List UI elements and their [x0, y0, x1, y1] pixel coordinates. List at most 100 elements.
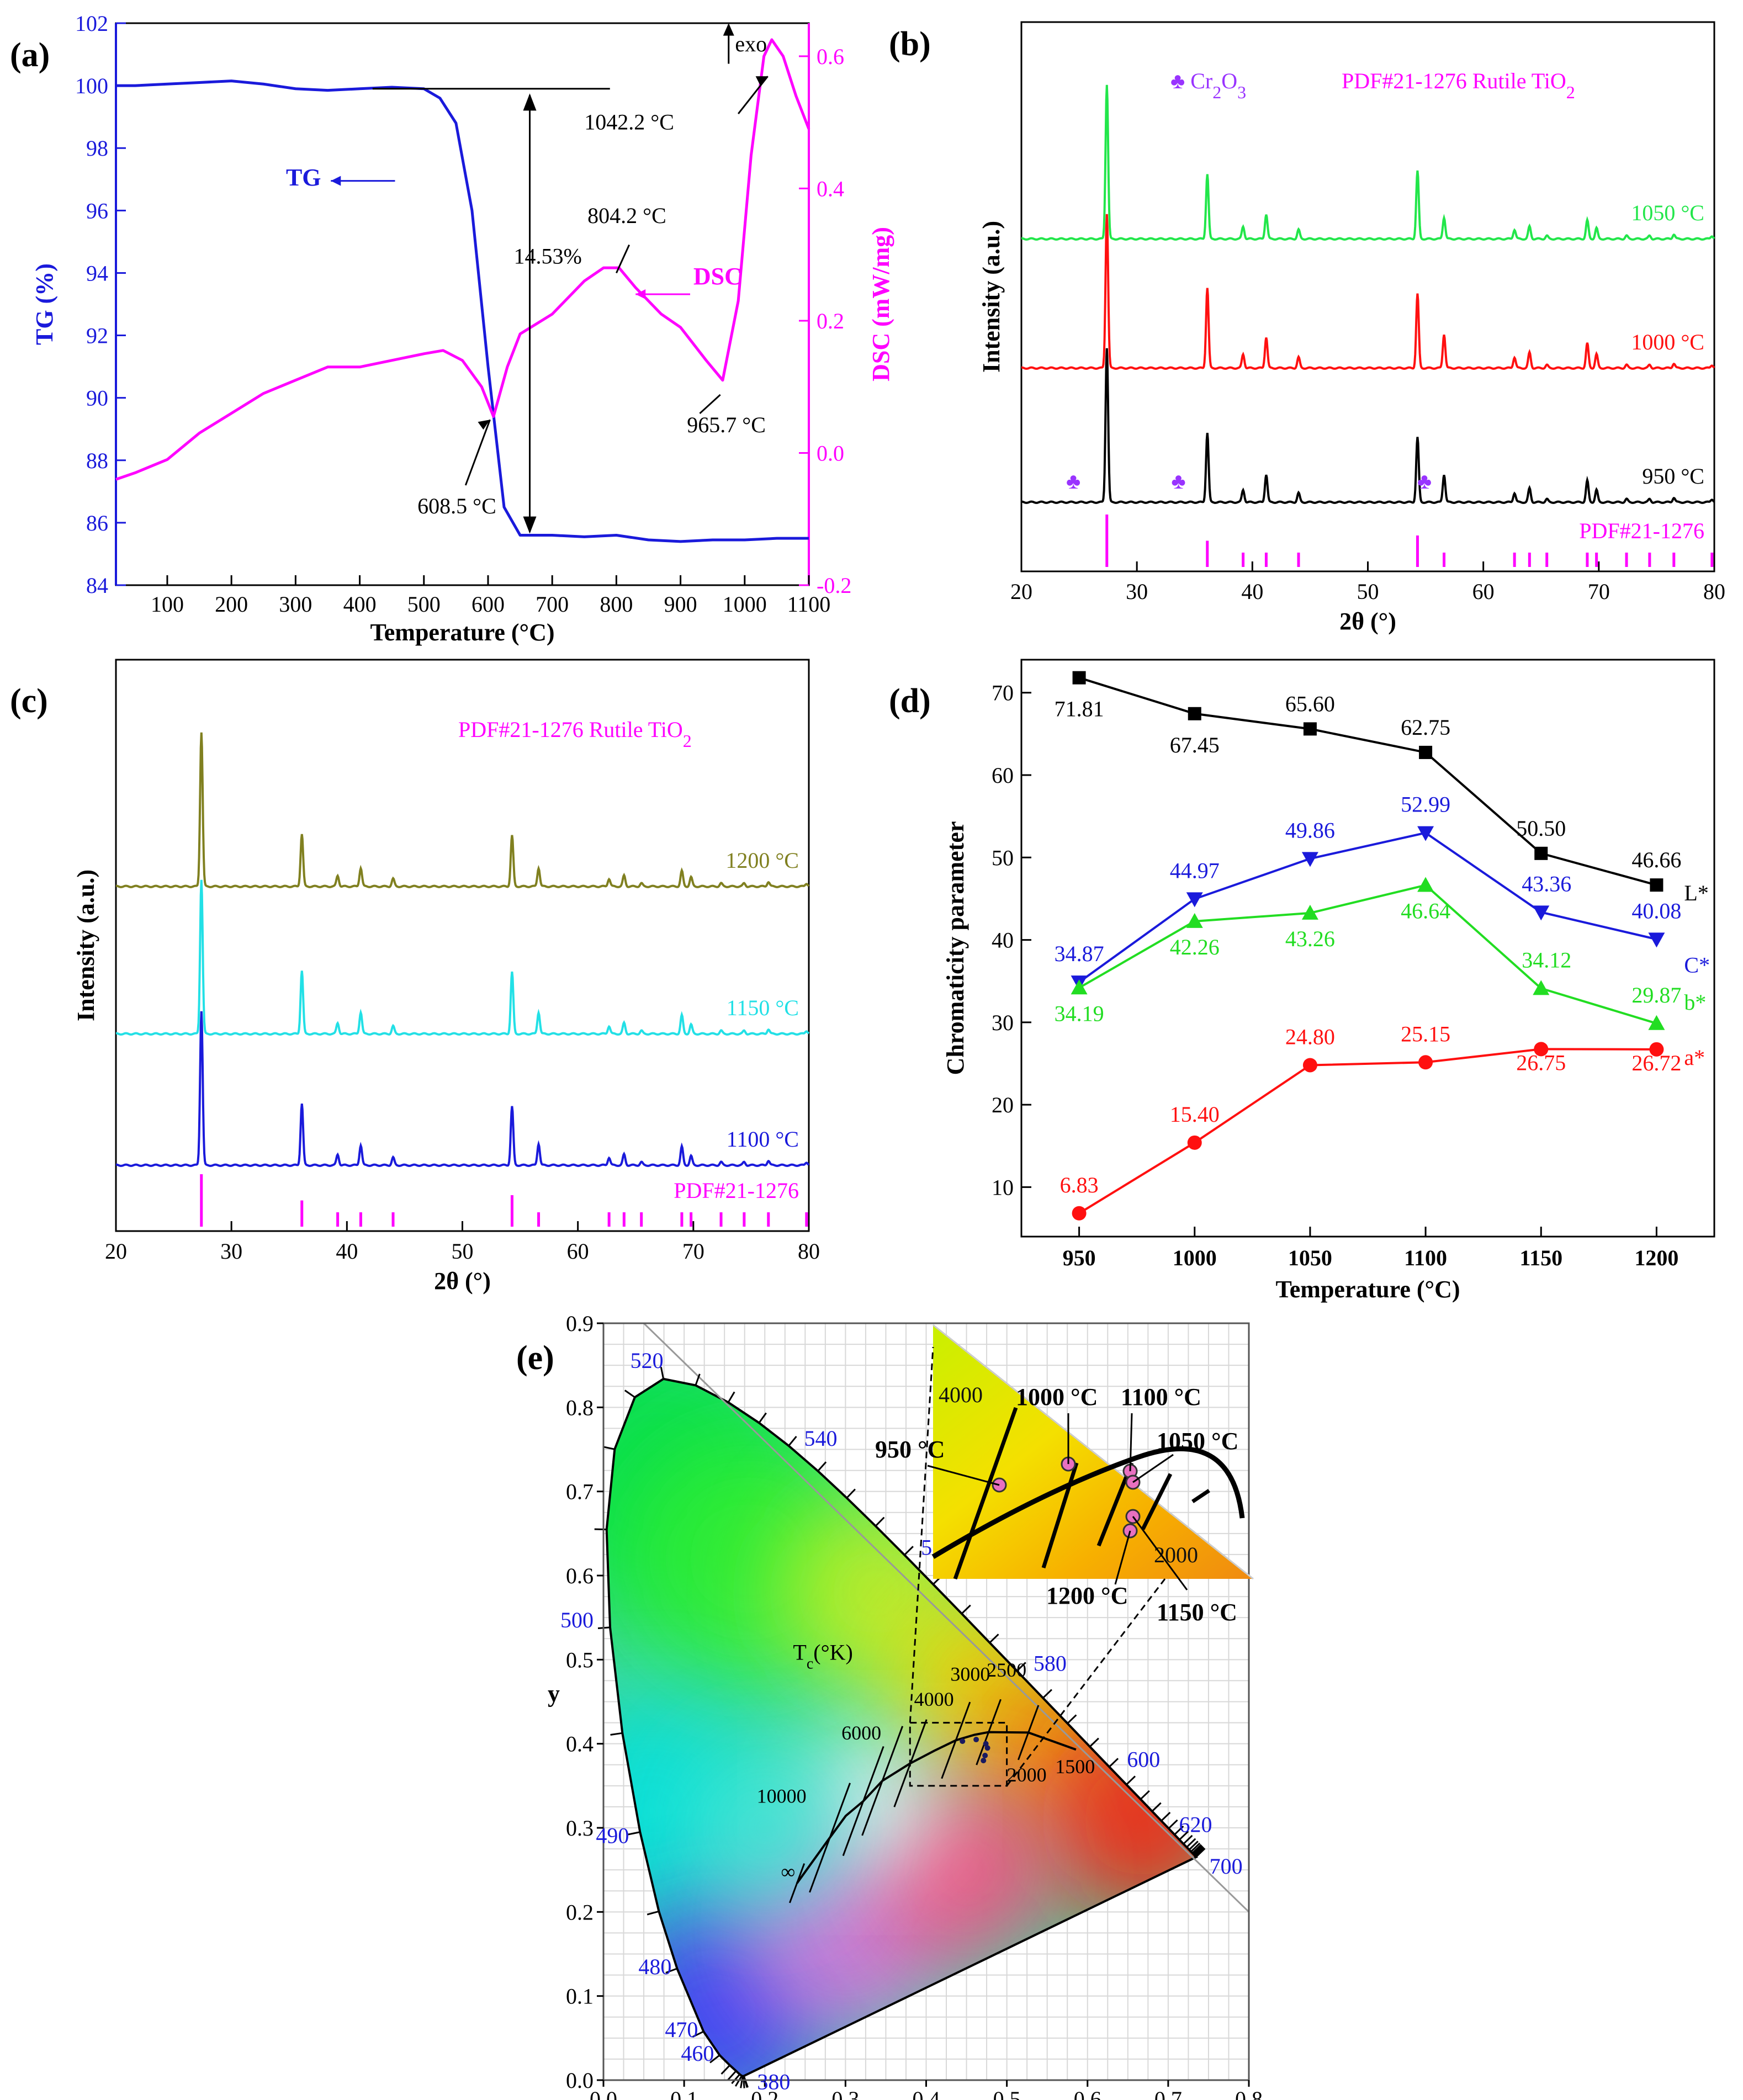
locus-tick	[1067, 1714, 1077, 1724]
pattern-label: 1100 °C	[727, 1127, 799, 1152]
locus-tick	[1179, 1831, 1189, 1841]
locus-tick	[1191, 1844, 1202, 1854]
wavelength-label: 490	[596, 1823, 629, 1848]
y-tick-label-left: 98	[86, 136, 108, 161]
x-axis-title: Temperature (°C)	[370, 619, 554, 646]
x-tick-label: 40	[336, 1239, 358, 1264]
annotation-965: 965.7 °C	[687, 412, 766, 437]
sample-point	[984, 1745, 990, 1751]
locus-tick	[1188, 1841, 1199, 1850]
y-tick-label: 60	[992, 763, 1014, 788]
sample-label: 1000 °C	[1016, 1383, 1098, 1410]
panel-a-tg-dsc: (a) 100 200 300 400 500 600 700 800 900 1000 1100 84…	[10, 11, 894, 646]
locus-tick	[665, 1968, 677, 1974]
x-tick-label: 0.5	[993, 2087, 1021, 2100]
pointer	[464, 419, 491, 486]
inset-planckian	[931, 1446, 1245, 1559]
cct-label: 2500	[987, 1659, 1026, 1681]
locus-tick	[727, 1391, 735, 1403]
data-label-C*: 40.08	[1631, 898, 1681, 923]
y-axis-title: Intensity (a.u.)	[978, 221, 1005, 373]
data-label-C*: 34.87	[1055, 941, 1104, 966]
annotation-804: 804.2 °C	[587, 203, 666, 228]
y-tick-label-left: 102	[75, 11, 108, 36]
planckian-locus	[796, 1731, 1077, 1884]
cct-label: 10000	[757, 1785, 807, 1807]
zoom-connector	[909, 1346, 934, 1723]
y-tick-label: 20	[992, 1093, 1014, 1117]
cct-label: ∞	[781, 1860, 795, 1882]
legend-title: PDF#21-1276 Rutile TiO2	[458, 717, 692, 751]
cr2o3-marker: ♣	[1171, 469, 1185, 494]
isotherm	[842, 1746, 884, 1857]
series-DSC	[115, 38, 810, 481]
y-axis-title: Intensity (a.u.)	[72, 869, 99, 1021]
x-tick-label: 0.3	[831, 2087, 859, 2100]
sample-label: 950 °C	[875, 1436, 945, 1463]
point-C*	[1301, 852, 1318, 867]
point-a*	[1072, 1206, 1087, 1221]
locus-tick	[740, 2076, 744, 2088]
point-C*	[1186, 892, 1203, 908]
cct-label: 6000	[841, 1722, 881, 1744]
y-tick-label: 70	[992, 681, 1014, 706]
data-label-a*: 26.72	[1631, 1051, 1681, 1075]
series-a*	[1078, 1048, 1657, 1215]
y-tick-label: 0.6	[566, 1563, 594, 1588]
x-tick-label: 40	[1241, 579, 1263, 604]
cr2o3-marker: ♣	[1417, 469, 1432, 494]
panel-b-xrd: (b) 20 30 40 50 60 70 80 2θ (°) Intensity (a.u.) P…	[889, 21, 1725, 635]
inset-edge	[933, 1324, 1254, 1580]
gamut-blob	[1039, 1714, 1196, 1924]
x-tick-label: 0.4	[913, 2087, 940, 2100]
y-tick-label: 0.5	[566, 1647, 594, 1672]
x-tick-label: 1000	[1173, 1245, 1217, 1270]
sample-label: 1150 °C	[1157, 1599, 1237, 1626]
wavelength-label: 700	[1210, 1854, 1243, 1879]
pattern-1100 °C	[116, 1011, 810, 1167]
x-tick-label: 1200	[1634, 1245, 1678, 1270]
isotherm	[788, 1863, 806, 1903]
pattern-1000 °C	[1021, 214, 1715, 370]
data-label-C*: 52.99	[1401, 792, 1450, 817]
y-axis-title: y	[548, 1680, 560, 1707]
plot-frame	[115, 659, 810, 1232]
annotation-mass-loss: 14.53%	[513, 243, 581, 268]
series-C*	[1078, 831, 1657, 983]
pattern-1050 °C	[1021, 84, 1715, 241]
x-tick-label: 900	[664, 592, 697, 617]
locus-tick	[788, 1435, 797, 1446]
sample-label: 1050 °C	[1157, 1428, 1238, 1455]
reference-label: PDF#21-1276	[674, 1178, 799, 1203]
data-label-b*: 34.19	[1055, 1001, 1104, 1026]
x-tick-label: 200	[215, 592, 248, 617]
point-b*	[1301, 904, 1318, 920]
x-tick-label: 1100	[1404, 1245, 1447, 1270]
x-tick-label: 0.1	[670, 2087, 698, 2100]
data-label-L*: 62.75	[1401, 715, 1450, 740]
y-tick-label-left: 96	[86, 198, 108, 223]
pattern-label: 1000 °C	[1631, 330, 1704, 354]
y-tick-label-left: 100	[75, 73, 108, 98]
x-tick-label: 70	[682, 1239, 704, 1264]
data-label-b*: 34.12	[1522, 947, 1571, 972]
point-L*	[1072, 671, 1086, 685]
cr2o3-legend: ♣ Cr2O3	[1170, 68, 1246, 102]
sample-point	[960, 1738, 966, 1744]
y-tick-label-left: 84	[86, 573, 108, 598]
y-tick-label: 0.8	[566, 1395, 594, 1420]
sample-point	[981, 1758, 987, 1764]
pattern-label: 1050 °C	[1631, 200, 1704, 225]
series-TG	[116, 79, 809, 543]
annotation-608: 608.5 °C	[417, 494, 496, 518]
locus-tick	[1190, 1842, 1201, 1853]
arrow-head	[331, 176, 341, 186]
x-tick-label: 1100	[787, 592, 831, 617]
diagonal-line	[643, 1322, 1250, 1913]
sample-label: 1200 °C	[1046, 1582, 1128, 1609]
locus-tick	[1042, 1689, 1052, 1699]
locus-tick	[1161, 1812, 1171, 1822]
data-label-L*: 71.81	[1055, 697, 1104, 722]
y-tick-label-left: 94	[86, 261, 108, 285]
locus-tick	[720, 2064, 730, 2075]
